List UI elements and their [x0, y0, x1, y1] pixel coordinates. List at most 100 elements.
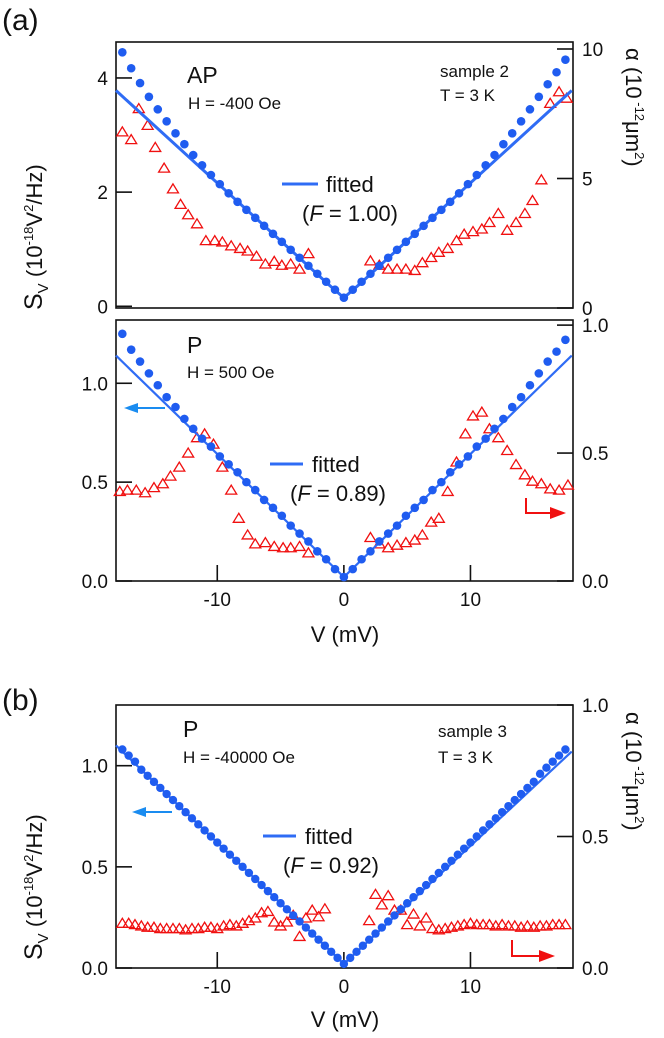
alpha-point — [390, 538, 404, 550]
alpha-point — [368, 888, 383, 900]
sv-point — [233, 467, 242, 477]
alpha-point — [267, 915, 281, 927]
alpha-point — [128, 918, 142, 930]
sv-point — [187, 814, 197, 823]
sv-point — [478, 826, 488, 835]
sv-point — [259, 495, 269, 505]
sv-point — [352, 947, 361, 957]
alpha-point — [546, 918, 560, 930]
alpha-point — [134, 919, 148, 931]
sv-point — [224, 188, 233, 198]
alpha-point — [120, 483, 135, 495]
alpha-point — [520, 919, 535, 931]
sv-point — [491, 814, 500, 823]
sv-point — [419, 495, 428, 505]
sv-point — [268, 229, 278, 239]
sv-point — [304, 261, 313, 271]
sv-point — [371, 929, 380, 938]
sv-point — [188, 424, 198, 434]
sv-point — [481, 434, 490, 443]
sv-point — [472, 170, 482, 180]
sv-point — [466, 838, 475, 847]
legend-factor: (F = 0.92) — [283, 853, 379, 878]
ytick-label-right: 0.0 — [582, 572, 608, 593]
alpha-point — [552, 918, 566, 930]
sv-point — [232, 856, 241, 865]
sv-point — [561, 745, 570, 754]
sv-point — [472, 442, 482, 451]
alpha-point — [248, 911, 262, 923]
sv-point — [463, 179, 473, 189]
sv-point — [268, 503, 278, 513]
sv-point — [137, 765, 146, 774]
alpha-point — [381, 262, 395, 274]
alpha-point — [197, 920, 212, 932]
sv-point — [295, 917, 304, 926]
sv-point — [428, 485, 437, 495]
sv-point — [364, 935, 374, 944]
alpha-point — [470, 918, 484, 930]
sv-point — [144, 92, 154, 102]
sv-point — [534, 369, 544, 378]
alpha-point — [275, 259, 289, 270]
alpha-point — [240, 244, 255, 256]
legend-label: fitted — [305, 824, 353, 849]
alpha-point — [475, 222, 489, 234]
sv-point — [535, 769, 545, 778]
alpha-point — [400, 918, 414, 930]
alpha-point — [441, 242, 455, 254]
sv-point — [242, 205, 251, 215]
sv-point — [348, 285, 358, 295]
sv-point — [401, 237, 411, 247]
sv-point — [453, 850, 463, 859]
alpha-point — [432, 246, 446, 257]
alpha-point — [204, 920, 218, 932]
alpha-point — [249, 249, 264, 261]
alpha-point — [406, 907, 421, 919]
ytick-label-left: 4 — [97, 69, 108, 90]
sv-point — [548, 757, 557, 766]
sv-point — [383, 529, 393, 538]
sv-point — [238, 862, 247, 872]
sv-point — [401, 511, 411, 521]
legend-a-top: fitted (F = 1.00) — [282, 172, 398, 226]
alpha-point — [276, 541, 290, 553]
alpha-point — [215, 235, 229, 247]
alpha-point — [482, 918, 497, 930]
alpha-point — [224, 239, 238, 251]
sv-point — [507, 402, 517, 412]
alpha-point — [449, 234, 464, 246]
sv-point — [499, 414, 508, 424]
plot-panel-b: 0.0 0.5 1.0 0.0 0.5 1.0 -10 0 10 — [82, 696, 609, 998]
panel-tag-b: (b) — [2, 684, 39, 717]
sv-point — [445, 467, 455, 477]
alpha-point — [258, 536, 273, 548]
alpha-point — [147, 920, 161, 932]
alpha-point — [432, 512, 446, 523]
sv-point — [485, 820, 494, 829]
sv-point — [428, 213, 437, 223]
sv-point — [497, 808, 507, 817]
alpha-point — [166, 182, 180, 194]
alpha-point — [408, 264, 422, 276]
alpha-point — [375, 898, 389, 910]
sv-point — [383, 253, 393, 263]
sv-point — [415, 886, 425, 896]
alpha-point — [543, 482, 557, 494]
sv-point — [225, 850, 235, 859]
sv-point — [454, 188, 464, 198]
sv-point — [251, 874, 260, 884]
alpha-point — [140, 920, 155, 932]
alpha-point — [318, 902, 332, 914]
legend-label: fitted — [326, 172, 374, 197]
sv-point — [529, 777, 538, 787]
sv-point — [419, 221, 428, 231]
sv-point — [171, 402, 180, 412]
alpha-point — [491, 207, 505, 219]
alpha-point — [173, 198, 188, 210]
alpha-point — [147, 481, 161, 493]
alpha-point — [229, 919, 243, 931]
alpha-point — [267, 255, 281, 267]
alpha-point — [280, 915, 294, 927]
arrow-left-icon — [132, 807, 146, 817]
